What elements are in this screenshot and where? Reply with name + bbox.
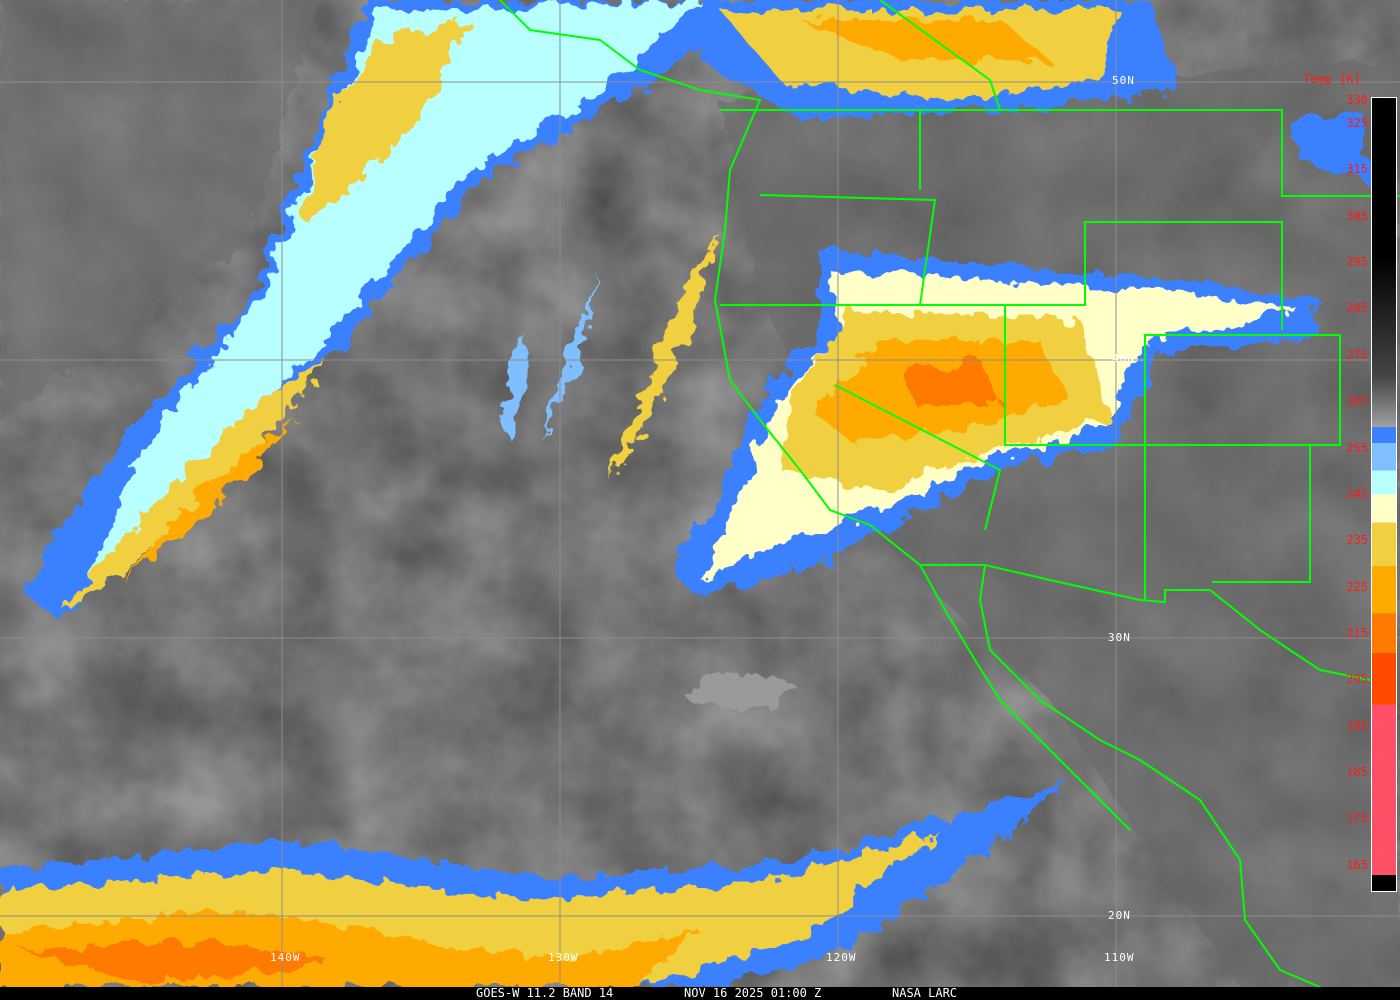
lon-label-110w: 110W [1104,951,1135,964]
legend-tick: 275 [1346,347,1368,362]
lon-label-120w: 120W [826,951,857,964]
lat-label-30n: 30N [1108,631,1131,644]
legend-title: Temp [K] [1303,72,1361,86]
temperature-colorbar [1371,97,1397,892]
legend-tick: 205 [1346,672,1368,687]
political-boundaries [499,0,1400,987]
legend-tick: 285 [1346,301,1368,316]
cloud-streaks-offshore [500,230,720,480]
legend-tick: 245 [1346,486,1368,501]
lat-label-20n: 20N [1108,909,1131,922]
legend-tick: 330 [1346,92,1368,107]
lon-label-140w: 140W [270,951,301,964]
caption-satellite: GOES-W 11.2 BAND 14 [476,986,614,1000]
lon-label-130w: 130W [548,951,579,964]
caption-bar: GOES-W 11.2 BAND 14 NOV 16 2025 01:00 Z … [0,987,1400,1000]
cloud-band-canada [700,0,1370,180]
caption-datetime: NOV 16 2025 01:00 Z [684,986,822,1000]
legend-tick: 215 [1346,625,1368,640]
legend-tick: 235 [1346,533,1368,548]
lat-label-50n: 50N [1112,74,1135,87]
legend-tick: 305 [1346,208,1368,223]
legend-tick: 225 [1346,579,1368,594]
legend-tick: 165 [1346,857,1368,872]
legend-tick: 265 [1346,394,1368,409]
legend-tick: 185 [1346,765,1368,780]
cloud-system-california [670,250,1320,600]
cloud-band-south [0,780,1070,987]
lat-label-40n: 40N [1112,352,1135,365]
legend-tick: 195 [1346,718,1368,733]
caption-source: NASA LARC [892,986,958,1000]
legend-tick: 315 [1346,162,1368,177]
legend-tick: 325 [1346,116,1368,130]
cloud-band-northwest [20,0,760,620]
legend-tick: 175 [1346,811,1368,826]
legend-tick: 255 [1346,440,1368,455]
legend-tick: 295 [1346,255,1368,270]
